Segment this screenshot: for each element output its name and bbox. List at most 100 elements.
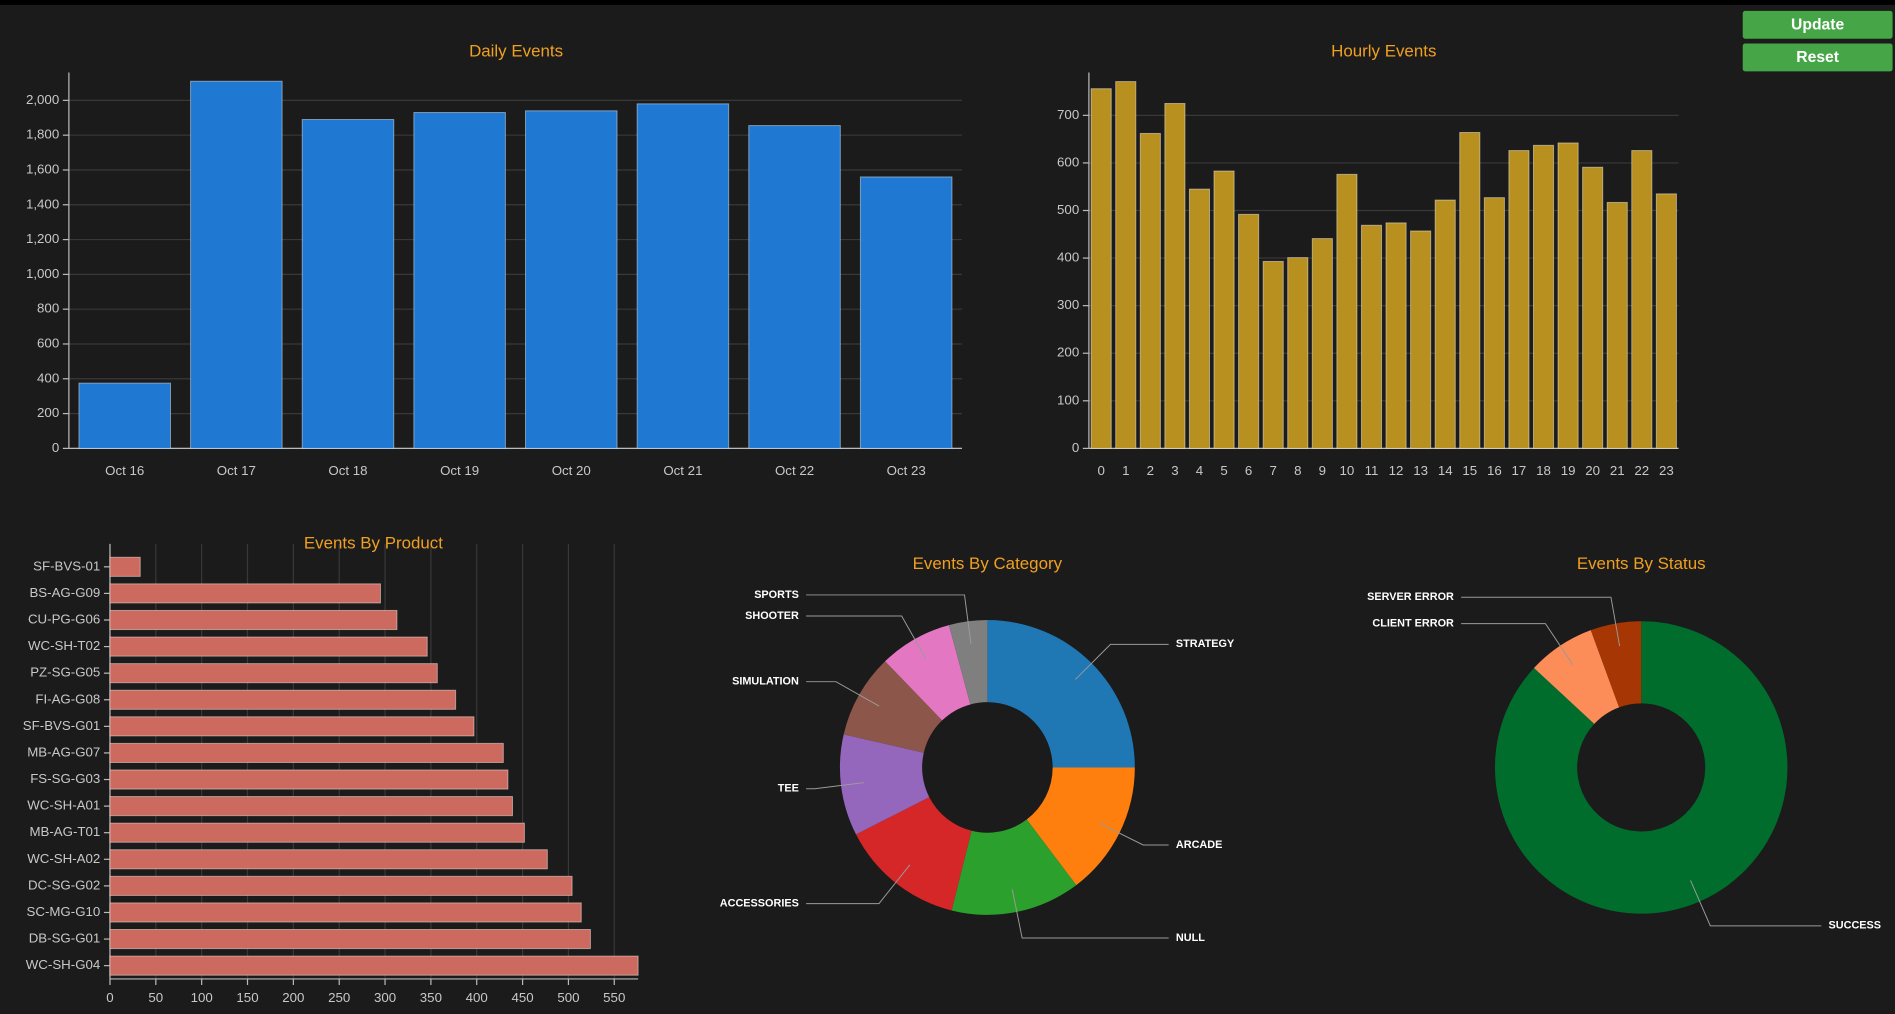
x-tick-label: 300 (374, 990, 396, 1005)
x-tick-label: 21 (1610, 463, 1625, 478)
x-tick-label: 9 (1319, 463, 1326, 478)
bar (109, 849, 548, 870)
bar (1188, 188, 1211, 449)
x-tick-label: 3 (1171, 463, 1178, 478)
y-tick-label: 800 (37, 301, 59, 316)
y-tick-label: FI-AG-G08 (35, 691, 100, 706)
slice (1026, 767, 1135, 886)
x-tick-label: 11 (1365, 463, 1379, 478)
x-tick-label: 150 (236, 990, 258, 1005)
x-tick-label: 18 (1536, 463, 1551, 478)
x-tick-label: 250 (328, 990, 350, 1005)
slice (987, 619, 1135, 768)
y-tick-label: 600 (37, 335, 59, 350)
x-tick-label: 400 (466, 990, 488, 1005)
bar (1238, 213, 1260, 449)
slice (839, 734, 930, 835)
bar (78, 382, 171, 449)
bar (109, 609, 398, 631)
y-tick-label: MB-AG-G07 (27, 744, 100, 759)
x-tick-label: 14 (1438, 463, 1453, 478)
slice (885, 625, 971, 721)
slice-label: SHOOTER (745, 610, 799, 622)
x-tick-label: 13 (1413, 463, 1428, 478)
bar (1115, 81, 1137, 449)
bar (301, 119, 395, 449)
x-tick-label: Oct 16 (105, 463, 144, 478)
y-tick-label: WC-SH-A01 (27, 798, 100, 813)
y-tick-label: 400 (1057, 250, 1079, 265)
x-tick-label: 200 (282, 990, 304, 1005)
x-tick-label: 550 (603, 990, 625, 1005)
y-tick-label: MB-AG-T01 (29, 824, 100, 839)
y-tick-label: 1,800 (26, 127, 59, 142)
bar (1360, 224, 1383, 449)
y-tick-label: WC-SH-T02 (28, 638, 100, 653)
x-tick-label: 15 (1462, 463, 1477, 478)
x-tick-label: Oct 20 (552, 463, 591, 478)
y-tick-label: 2,000 (26, 92, 59, 107)
x-tick-label: 8 (1294, 463, 1301, 478)
x-tick-label: 22 (1634, 463, 1649, 478)
slice-label: STRATEGY (1176, 638, 1235, 650)
x-tick-label: 23 (1659, 463, 1674, 478)
button-label[interactable]: Update (1791, 17, 1844, 34)
x-tick-label: 0 (1097, 463, 1104, 478)
x-tick-label: 50 (148, 990, 163, 1005)
bar (1336, 173, 1358, 449)
bar (1213, 170, 1235, 449)
bar (1139, 132, 1161, 449)
y-tick-label: 700 (1057, 107, 1079, 122)
y-tick-label: 100 (1057, 392, 1079, 407)
x-tick-label: Oct 18 (328, 463, 367, 478)
x-tick-label: Oct 21 (663, 463, 702, 478)
y-tick-label: 0 (52, 440, 59, 455)
x-tick-label: 20 (1585, 463, 1600, 478)
leader-line (806, 681, 880, 707)
y-tick-label: FS-SG-G03 (30, 771, 100, 786)
x-tick-label: 1 (1122, 463, 1129, 478)
bar (748, 125, 841, 449)
bar (1582, 166, 1604, 449)
bar (109, 769, 509, 790)
x-tick-label: 7 (1270, 463, 1277, 478)
leader-line (806, 594, 972, 645)
x-tick-label: 4 (1196, 463, 1203, 478)
y-tick-label: PZ-SG-G05 (30, 665, 100, 680)
reset-button[interactable]: Reset (1742, 43, 1893, 72)
x-tick-label: 0 (106, 990, 113, 1005)
bar (1262, 260, 1284, 449)
leader-line (1098, 822, 1169, 846)
chart-title: Events By Category (913, 554, 1063, 573)
bar (1410, 230, 1432, 449)
x-tick-label: Oct 19 (440, 463, 479, 478)
slice (948, 619, 988, 705)
button-bg[interactable] (1742, 10, 1893, 39)
bar (109, 742, 504, 763)
update-button[interactable]: Update (1742, 10, 1893, 39)
button-label[interactable]: Reset (1796, 49, 1840, 66)
bar (109, 929, 591, 950)
bar (1655, 193, 1677, 449)
slice-label: SERVER ERROR (1367, 591, 1454, 603)
slice (856, 797, 972, 911)
leader-line (806, 615, 927, 660)
bar (109, 955, 639, 976)
x-tick-label: 17 (1512, 463, 1527, 478)
button-bg[interactable] (1742, 43, 1893, 72)
x-tick-label: 350 (420, 990, 442, 1005)
y-tick-label: CU-PG-G06 (28, 612, 100, 627)
leader-line (806, 864, 911, 905)
leader-line (1075, 643, 1169, 680)
y-tick-label: SF-BVS-G01 (23, 718, 101, 733)
y-tick-label: BS-AG-G09 (29, 585, 100, 600)
leader-line (1461, 623, 1574, 666)
slice-label: CLIENT ERROR (1372, 617, 1454, 629)
chart-title: Events By Status (1577, 554, 1706, 573)
y-tick-label: 200 (1057, 345, 1079, 360)
slice-label: ARCADE (1176, 839, 1222, 851)
y-tick-label: SF-BVS-01 (33, 558, 100, 573)
bar (1557, 142, 1579, 449)
y-tick-label: 0 (1072, 440, 1079, 455)
